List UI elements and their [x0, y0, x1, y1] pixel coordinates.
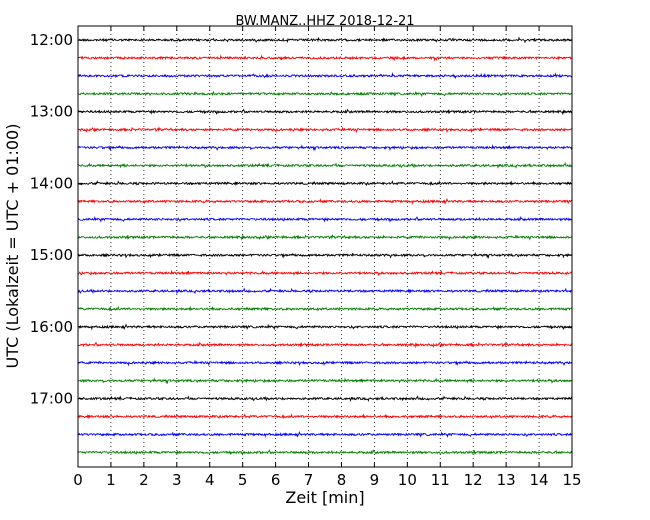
y-tick-label: 14:00 — [30, 174, 73, 192]
trace-line — [77, 395, 573, 403]
trace-line — [77, 430, 573, 439]
y-tick-label: 16:00 — [30, 318, 73, 336]
trace-line — [77, 197, 572, 205]
x-tick-label: 15 — [562, 471, 581, 489]
trace-line — [77, 305, 573, 312]
axis-ticks: 0 1 2 3 4 5 6 7 8 9 10 11 12 13 14 1512:0013:0014:0015:… — [30, 26, 582, 489]
trace-line — [77, 72, 573, 80]
trace-line — [77, 90, 572, 98]
trace-line — [77, 180, 572, 187]
x-tick-label: 8 — [337, 471, 347, 489]
trace-line — [77, 233, 572, 241]
trace-line — [77, 144, 573, 152]
x-tick-label: 7 — [304, 471, 314, 489]
y-tick-label: 15:00 — [30, 246, 73, 264]
y-tick-label: 12:00 — [30, 31, 73, 49]
vertical-grid — [110, 26, 540, 467]
x-tick-label: 12 — [464, 471, 483, 489]
trace-line — [77, 126, 573, 134]
trace-line — [77, 108, 572, 116]
trace-line — [77, 216, 573, 223]
x-tick-label: 11 — [431, 471, 450, 489]
trace-line — [77, 161, 573, 169]
x-tick-label: 5 — [238, 471, 248, 489]
x-tick-label: 4 — [205, 471, 215, 489]
x-tick-label: 13 — [497, 471, 516, 489]
trace-line — [77, 251, 573, 259]
trace-line — [77, 269, 573, 277]
y-tick-label: 17:00 — [30, 390, 73, 408]
x-tick-label: 1 — [106, 471, 116, 489]
trace-line — [77, 323, 573, 331]
y-tick-label: 13:00 — [30, 103, 73, 121]
x-tick-label: 6 — [271, 471, 281, 489]
seismic-traces — [77, 36, 573, 456]
x-axis-label: Zeit [min] — [285, 488, 364, 507]
plot-frame — [77, 25, 573, 468]
trace-line — [77, 341, 572, 349]
chart-title: BW.MANZ..HHZ 2018-12-21 — [235, 14, 414, 29]
trace-line — [77, 449, 573, 456]
x-tick-label: 3 — [172, 471, 182, 489]
trace-line — [77, 54, 573, 62]
x-tick-label: 14 — [530, 471, 549, 489]
trace-line — [77, 36, 573, 44]
trace-line — [77, 413, 573, 420]
trace-line — [77, 287, 573, 295]
x-tick-label: 9 — [370, 471, 380, 489]
y-axis-label: UTC (Lokalzeit = UTC + 01:00) — [3, 124, 22, 369]
x-tick-label: 2 — [139, 471, 149, 489]
x-tick-label: 10 — [398, 471, 417, 489]
trace-line — [77, 360, 573, 367]
trace-line — [77, 377, 573, 385]
x-tick-label: 0 — [73, 471, 83, 489]
